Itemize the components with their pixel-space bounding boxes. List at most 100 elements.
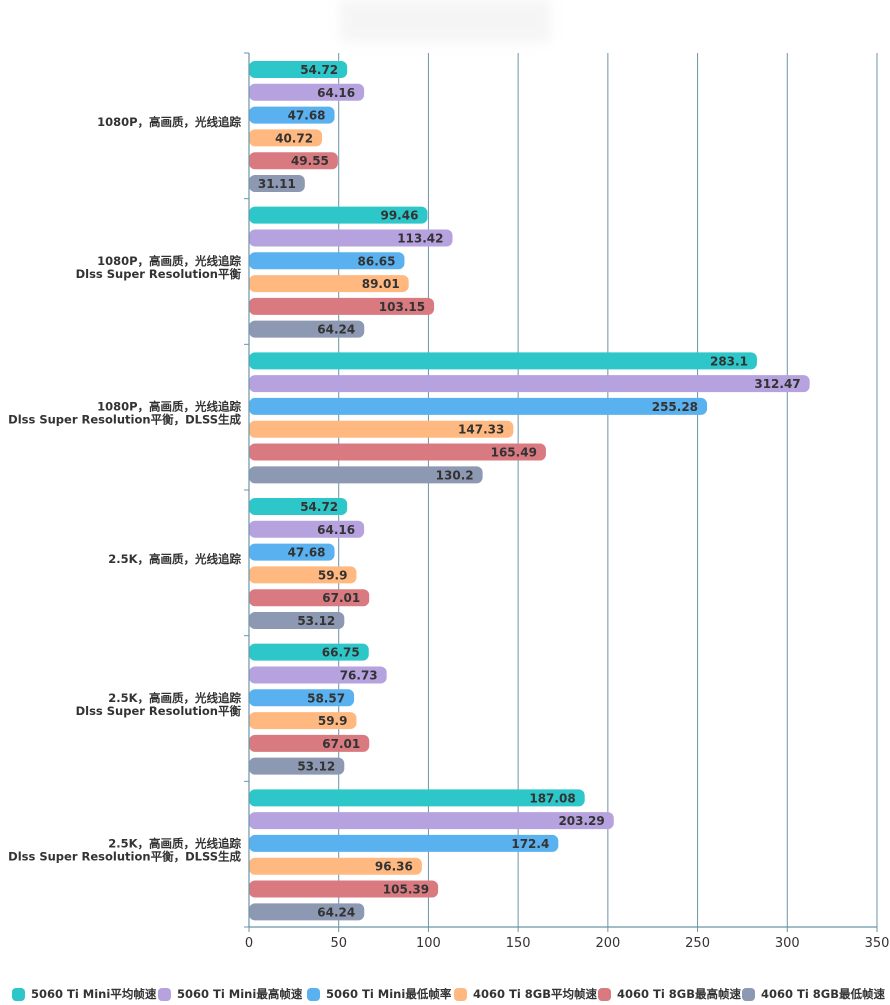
bar	[249, 812, 614, 830]
data-label: 255.28	[652, 400, 698, 414]
data-label: 54.72	[300, 500, 338, 514]
grid-lines	[338, 53, 878, 927]
legend-swatch	[742, 987, 755, 1001]
bar	[249, 543, 335, 561]
legend-swatch	[598, 987, 611, 1001]
bar	[249, 297, 435, 315]
legend-item[interactable]: 4060 Ti 8GB平均帧速	[454, 984, 597, 1004]
bar	[249, 757, 345, 775]
legend-swatch	[454, 987, 467, 1001]
data-label: 89.01	[362, 277, 400, 291]
data-label: 59.9	[318, 568, 348, 582]
x-tick-label: 150	[506, 936, 531, 951]
bar	[249, 352, 757, 370]
labels: 54.72 64.16 47.68 40.72 49.55 31.11 1080P，高画质，…	[8, 63, 801, 919]
data-label: 86.65	[358, 254, 396, 268]
data-label: 147.33	[458, 423, 504, 437]
bar	[249, 106, 335, 124]
data-label: 58.57	[307, 691, 345, 705]
data-label: 64.24	[317, 323, 355, 337]
bars	[249, 61, 810, 921]
bar	[249, 589, 370, 607]
bar	[249, 834, 559, 852]
legend-item[interactable]: 5060 Ti Mini最低帧率	[307, 984, 451, 1004]
data-label: 113.42	[397, 231, 443, 245]
legend-label: 4060 Ti 8GB最低帧速	[761, 987, 886, 1001]
bar	[249, 206, 428, 224]
bar	[249, 566, 357, 584]
legend-label: 5060 Ti Mini平均帧速	[31, 987, 157, 1001]
bar	[249, 466, 483, 484]
data-label: 67.01	[322, 591, 360, 605]
category-label: 1080P，高画质，光线追踪	[97, 254, 241, 268]
legend-item[interactable]: 5060 Ti Mini最高帧速	[158, 984, 302, 1004]
x-tick-label: 200	[595, 936, 620, 951]
bar	[249, 175, 305, 192]
data-label: 31.11	[258, 177, 296, 191]
legend: 5060 Ti Mini平均帧速 5060 Ti Mini最高帧速 5060 Ti …	[0, 984, 890, 1004]
bar	[249, 83, 365, 101]
data-label: 130.2	[436, 468, 474, 482]
bar	[249, 666, 387, 684]
data-label: 312.47	[754, 377, 800, 391]
data-label: 67.01	[322, 737, 360, 751]
bar	[249, 789, 585, 807]
data-label: 76.73	[340, 668, 378, 682]
legend-label: 5060 Ti Mini最低帧率	[326, 987, 452, 1001]
data-label: 172.4	[511, 837, 549, 851]
legend-swatch	[12, 987, 25, 1001]
data-label: 64.16	[317, 86, 355, 100]
bar	[249, 643, 369, 661]
x-tick-label: 50	[330, 936, 347, 951]
legend-swatch	[307, 987, 320, 1001]
data-label: 96.36	[375, 860, 413, 874]
legend-item[interactable]: 4060 Ti 8GB最高帧速	[598, 984, 741, 1004]
data-label: 165.49	[491, 446, 537, 460]
data-label: 103.15	[379, 300, 425, 314]
bar	[249, 397, 708, 415]
data-label: 47.68	[288, 109, 326, 123]
bar	[249, 443, 546, 461]
x-tick-label: 100	[416, 936, 441, 951]
legend-item[interactable]: 4060 Ti 8GB最低帧速	[742, 984, 885, 1004]
bar	[249, 252, 405, 270]
bar	[249, 275, 409, 293]
category-label: 1080P，高画质，光线追踪	[97, 400, 241, 414]
legend-label: 5060 Ti Mini最高帧速	[177, 987, 303, 1001]
bar	[249, 61, 348, 78]
category-label: Dlss Super Resolution平衡	[76, 267, 242, 281]
data-label: 54.72	[300, 63, 338, 77]
bar	[249, 129, 323, 147]
bar	[249, 880, 439, 898]
bar	[249, 903, 365, 921]
data-label: 203.29	[558, 814, 604, 828]
bar	[249, 857, 422, 875]
bar	[249, 689, 355, 707]
x-tick-label: 300	[775, 936, 800, 951]
axes: 0 50 100 150 200 250 300 350	[244, 52, 890, 951]
category-label: 2.5K，高画质，光线追踪	[108, 691, 241, 705]
legend-item[interactable]: 5060 Ti Mini平均帧速	[12, 984, 156, 1004]
data-label: 47.68	[288, 546, 326, 560]
bar	[249, 520, 365, 538]
data-label: 49.55	[291, 154, 329, 168]
category-label: 2.5K，高画质，光线追踪	[108, 552, 241, 566]
data-label: 105.39	[383, 883, 429, 897]
category-label: Dlss Super Resolution平衡	[76, 704, 242, 718]
category-label: Dlss Super Resolution平衡，DLSS生成	[8, 413, 241, 427]
bar	[249, 612, 345, 629]
bar	[249, 734, 370, 752]
data-label: 187.08	[529, 791, 575, 805]
legend-label: 4060 Ti 8GB最高帧速	[617, 987, 742, 1001]
x-tick-label: 350	[865, 936, 890, 951]
data-label: 66.75	[322, 646, 360, 660]
data-label: 64.24	[317, 905, 355, 919]
data-label: 53.12	[297, 614, 335, 628]
bar	[249, 375, 810, 393]
x-tick-label: 0	[245, 936, 253, 951]
x-tick-label: 250	[685, 936, 710, 951]
bar	[249, 498, 348, 515]
bar	[249, 152, 338, 170]
data-label: 64.16	[317, 523, 355, 537]
